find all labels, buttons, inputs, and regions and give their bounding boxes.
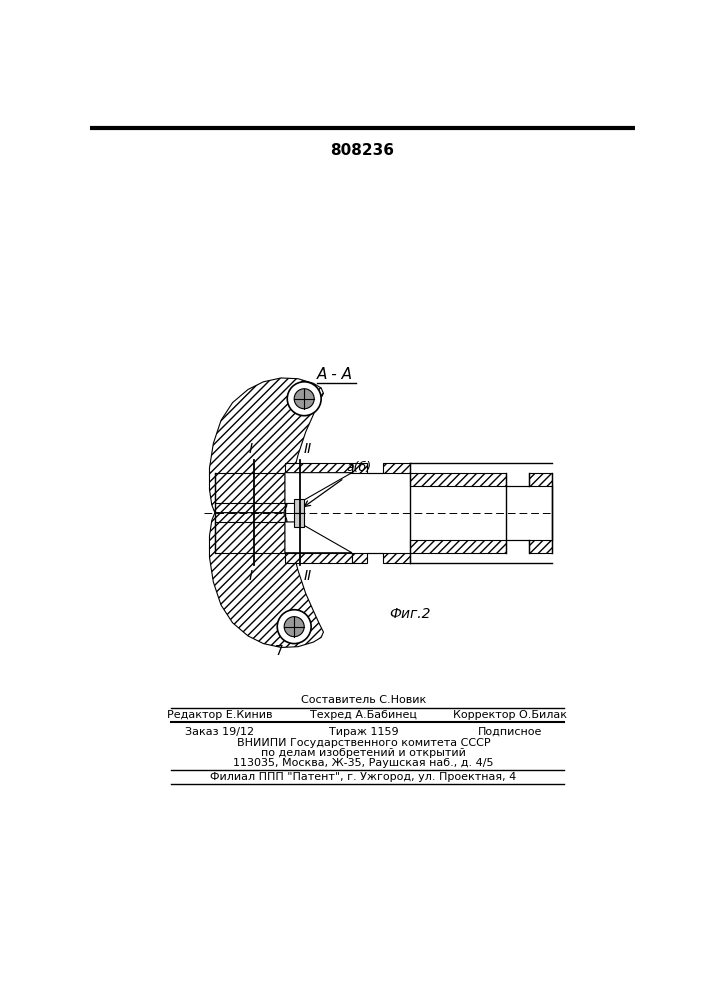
Polygon shape bbox=[409, 540, 552, 553]
Polygon shape bbox=[285, 473, 352, 503]
Circle shape bbox=[294, 389, 314, 409]
Polygon shape bbox=[294, 513, 304, 527]
Text: Подписное: Подписное bbox=[478, 727, 542, 737]
Polygon shape bbox=[352, 463, 409, 473]
Circle shape bbox=[284, 617, 304, 637]
Text: Корректор О.Билак: Корректор О.Билак bbox=[452, 710, 567, 720]
Text: I: I bbox=[249, 569, 253, 583]
Text: А - А: А - А bbox=[317, 367, 353, 382]
Polygon shape bbox=[215, 522, 285, 553]
Polygon shape bbox=[285, 522, 352, 553]
Polygon shape bbox=[409, 473, 552, 486]
Text: по делам изобретений и открытий: по делам изобретений и открытий bbox=[261, 748, 466, 758]
Text: Филиал ППП "Патент", г. Ужгород, ул. Проектная, 4: Филиал ППП "Патент", г. Ужгород, ул. Про… bbox=[211, 772, 517, 782]
Text: 113035, Москва, Ж-35, Раушская наб., д. 4/5: 113035, Москва, Ж-35, Раушская наб., д. … bbox=[233, 758, 493, 768]
Text: II: II bbox=[303, 569, 311, 583]
Text: Составитель С.Новик: Составитель С.Новик bbox=[301, 695, 426, 705]
Text: ВНИИПИ Государственного комитета СССР: ВНИИПИ Государственного комитета СССР bbox=[237, 738, 491, 748]
Text: II: II bbox=[303, 442, 311, 456]
Text: Фиг.2: Фиг.2 bbox=[389, 607, 431, 621]
Polygon shape bbox=[209, 513, 324, 647]
Text: 808236: 808236 bbox=[330, 143, 394, 158]
Circle shape bbox=[287, 382, 321, 416]
Text: Тираж 1159: Тираж 1159 bbox=[329, 727, 398, 737]
Text: I: I bbox=[249, 442, 253, 456]
Polygon shape bbox=[285, 553, 352, 563]
Polygon shape bbox=[209, 378, 324, 513]
Polygon shape bbox=[294, 499, 304, 513]
Polygon shape bbox=[215, 473, 285, 503]
Text: 7: 7 bbox=[274, 644, 284, 658]
Text: Редактор Е.Кинив: Редактор Е.Кинив bbox=[167, 710, 272, 720]
Polygon shape bbox=[352, 553, 409, 563]
Polygon shape bbox=[285, 463, 352, 473]
Circle shape bbox=[277, 610, 311, 644]
Text: Заказ 19/12: Заказ 19/12 bbox=[185, 727, 254, 737]
Text: Техред А.Бабинец: Техред А.Бабинец bbox=[310, 710, 417, 720]
Text: a(б): a(б) bbox=[346, 461, 372, 474]
